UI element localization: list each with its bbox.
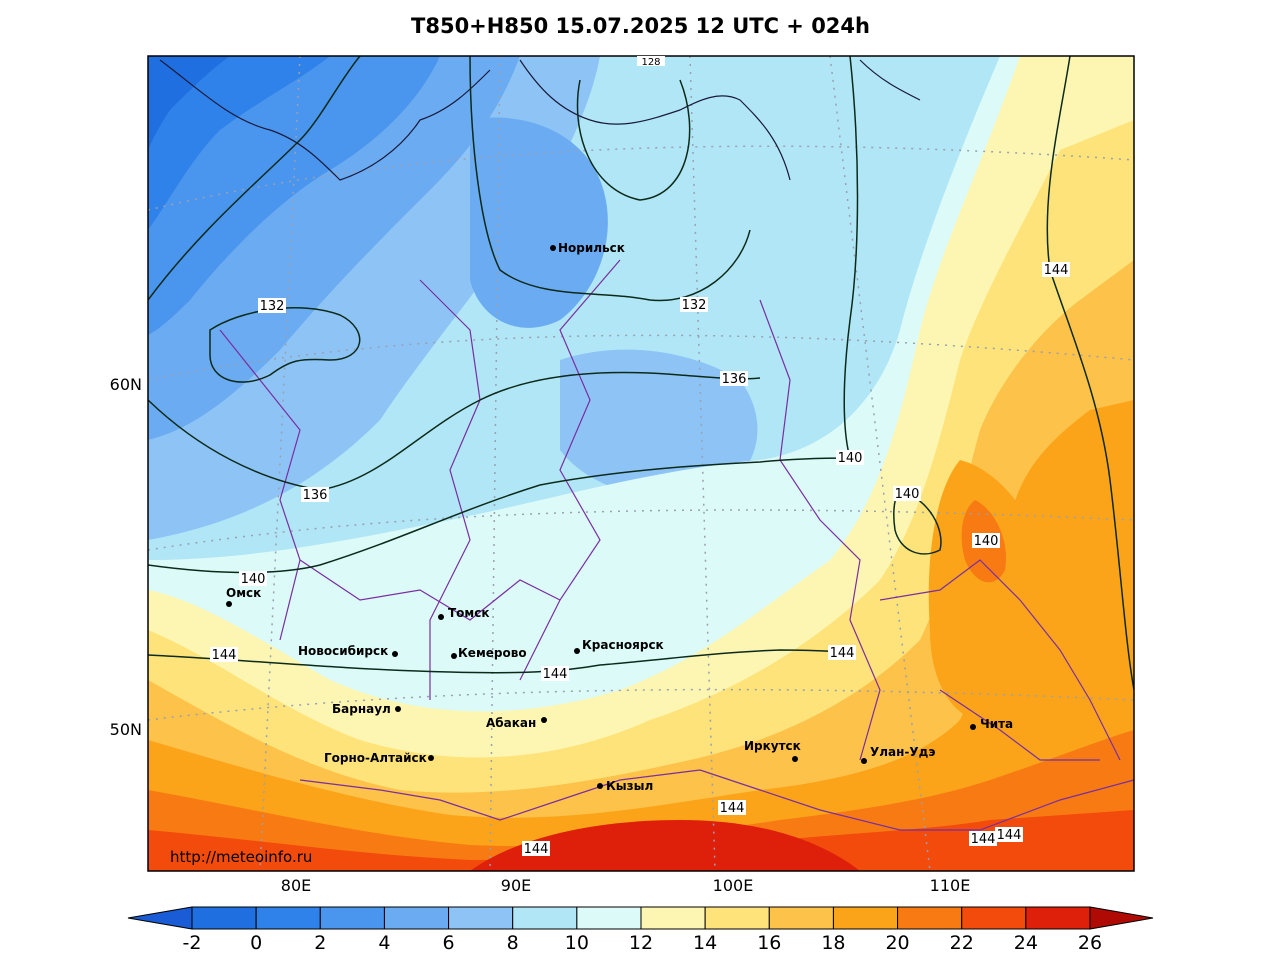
svg-text:136: 136 bbox=[303, 488, 328, 503]
svg-text:132: 132 bbox=[682, 298, 707, 313]
colorbar-tick-label: 20 bbox=[885, 932, 909, 954]
colorbar-tick-label: 26 bbox=[1078, 932, 1102, 954]
colorbar-tick-label: 2 bbox=[314, 932, 326, 954]
graticule bbox=[148, 56, 1134, 871]
city-label-chita: Чита bbox=[980, 717, 1013, 731]
city-markers bbox=[226, 245, 976, 789]
colorbar: -2 0 2 4 6 8 10 12 14 16 18 20 22 24 26 bbox=[127, 906, 1154, 954]
colorbar-tick-label: 6 bbox=[443, 932, 455, 954]
colorbar-tick-label: 16 bbox=[757, 932, 781, 954]
colorbar-tick-label: -2 bbox=[183, 932, 202, 954]
contour-label: 144 bbox=[1042, 262, 1070, 278]
svg-text:144: 144 bbox=[212, 648, 237, 663]
contour-label: 140 bbox=[972, 533, 1000, 549]
coastlines bbox=[159, 59, 921, 181]
svg-text:140: 140 bbox=[838, 451, 863, 466]
colorbar-tick-label: 4 bbox=[378, 932, 390, 954]
svg-text:144: 144 bbox=[720, 801, 745, 816]
contour-label: 144 bbox=[522, 841, 550, 857]
colorbar-segment bbox=[255, 906, 321, 930]
colorbar-tick-label: 14 bbox=[693, 932, 717, 954]
contour-label: 144 bbox=[828, 645, 856, 661]
contour-label: 140 bbox=[893, 486, 921, 502]
contour-label: 144 bbox=[541, 666, 569, 682]
colorbar-segment bbox=[383, 906, 450, 930]
contour-label: 136 bbox=[720, 371, 748, 387]
watermark: http://meteoinfo.ru bbox=[170, 848, 312, 866]
contour-label: 132 bbox=[680, 297, 708, 313]
city-label-gorno-altaysk: Горно-Алтайск bbox=[324, 751, 427, 765]
contour-labels: 132 132 136 136 140 140 140 140 144 144 … bbox=[210, 56, 1070, 857]
contour-label: 144 bbox=[718, 800, 746, 816]
svg-text:144: 144 bbox=[1044, 263, 1069, 278]
svg-text:128: 128 bbox=[641, 57, 660, 68]
colorbar-tick-label: 18 bbox=[821, 932, 845, 954]
svg-text:144: 144 bbox=[997, 828, 1022, 843]
colorbar-tick-label: 24 bbox=[1014, 932, 1038, 954]
colorbar-segment bbox=[832, 906, 899, 930]
svg-text:144: 144 bbox=[971, 832, 996, 847]
colorbar-tick-label: 8 bbox=[507, 932, 519, 954]
lat-label: 50N bbox=[110, 720, 142, 739]
colorbar-tick-label: 12 bbox=[629, 932, 653, 954]
city-label-krasnoyarsk: Красноярск bbox=[582, 638, 664, 652]
contour-label: 144 bbox=[995, 827, 1023, 843]
colorbar-low-arrow bbox=[127, 906, 193, 930]
city-label-novosibirsk: Новосибирск bbox=[298, 644, 388, 658]
svg-text:140: 140 bbox=[895, 487, 920, 502]
contour-label: 140 bbox=[836, 450, 864, 466]
contour-label: 136 bbox=[301, 487, 329, 503]
height-contours bbox=[148, 56, 1134, 691]
city-label-omsk: Омск bbox=[226, 586, 261, 600]
colorbar-segment bbox=[576, 906, 642, 930]
colorbar-segment bbox=[640, 906, 706, 930]
city-label-irkutsk: Иркутск bbox=[744, 739, 801, 753]
latitude-labels: 60N 50N bbox=[110, 375, 142, 739]
city-label-kemerovo: Кемерово bbox=[458, 646, 527, 660]
colorbar-segment bbox=[961, 906, 1027, 930]
region-borders bbox=[219, 259, 1134, 831]
colorbar-segment bbox=[704, 906, 770, 930]
svg-text:136: 136 bbox=[722, 372, 747, 387]
city-label-tomsk: Томск bbox=[448, 606, 490, 620]
contour-label: 144 bbox=[969, 831, 997, 847]
lon-label: 110E bbox=[930, 876, 971, 895]
colorbar-tick-label: 22 bbox=[950, 932, 974, 954]
lat-label: 60N bbox=[110, 375, 142, 394]
svg-text:140: 140 bbox=[974, 534, 999, 549]
colorbar-segment bbox=[512, 906, 578, 930]
temperature-field bbox=[148, 56, 1134, 871]
city-label-norilsk: Норильск bbox=[558, 241, 625, 255]
svg-text:144: 144 bbox=[524, 842, 549, 857]
map-title: T850+H850 15.07.2025 12 UTC + 024h bbox=[411, 14, 870, 38]
city-label-ulan-ude: Улан-Удэ bbox=[870, 745, 935, 759]
contour-label: 140 bbox=[239, 571, 267, 587]
colorbar-high-arrow bbox=[1089, 906, 1154, 930]
lon-label: 100E bbox=[713, 876, 754, 895]
colorbar-tick-label: 10 bbox=[565, 932, 589, 954]
city-label-abakan: Абакан bbox=[486, 716, 536, 730]
colorbar-segment bbox=[1025, 906, 1091, 930]
colorbar-segment bbox=[897, 906, 963, 930]
contour-label: 144 bbox=[210, 647, 238, 663]
city-label-kyzyl: Кызыл bbox=[606, 779, 653, 793]
colorbar-segment bbox=[448, 906, 514, 930]
svg-text:144: 144 bbox=[830, 646, 855, 661]
lon-label: 90E bbox=[501, 876, 531, 895]
contour-label: 132 bbox=[258, 298, 286, 314]
colorbar-segment bbox=[768, 906, 834, 930]
colorbar-segment bbox=[319, 906, 385, 930]
colorbar-segment bbox=[191, 906, 257, 930]
city-label-barnaul: Барнаул bbox=[332, 702, 391, 716]
svg-text:140: 140 bbox=[241, 572, 266, 587]
lon-label: 80E bbox=[281, 876, 311, 895]
longitude-labels: 80E 90E 100E 110E bbox=[281, 876, 971, 895]
city-labels: Норильск Омск Томск Новосибирск Кемерово… bbox=[226, 241, 1013, 793]
svg-text:144: 144 bbox=[543, 667, 568, 682]
contour-label: 128 bbox=[637, 56, 665, 68]
svg-text:132: 132 bbox=[260, 299, 285, 314]
colorbar-tick-label: 0 bbox=[250, 932, 262, 954]
